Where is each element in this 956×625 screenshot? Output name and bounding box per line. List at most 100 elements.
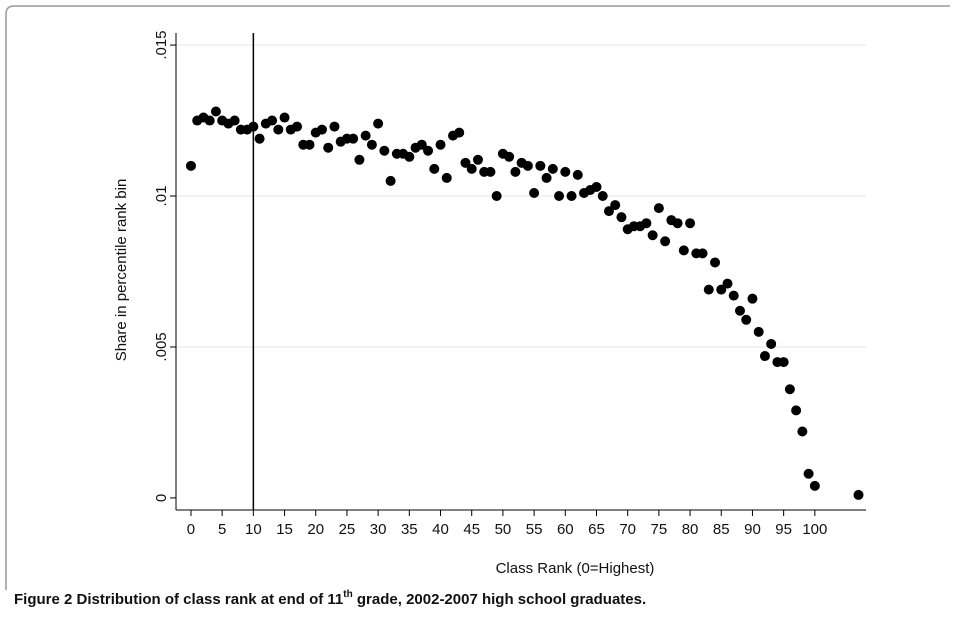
point <box>416 139 427 150</box>
point <box>329 121 340 132</box>
point <box>734 305 745 316</box>
point <box>472 154 483 165</box>
caption-text: Distribution of class rank at end of 11 <box>77 591 344 608</box>
point <box>510 166 521 177</box>
point <box>809 480 820 491</box>
x-tick-label: 55 <box>526 521 543 538</box>
point <box>728 290 739 301</box>
x-tick-label: 85 <box>713 521 730 538</box>
point <box>710 257 721 268</box>
point <box>547 163 558 174</box>
point <box>323 142 334 153</box>
point <box>641 218 652 229</box>
y-tick-label: 0 <box>153 494 170 502</box>
point <box>791 405 802 416</box>
y-tick-label: .015 <box>153 30 170 59</box>
point <box>491 191 502 202</box>
point <box>229 115 240 126</box>
point <box>379 145 390 156</box>
x-tick-label: 35 <box>401 521 418 538</box>
point <box>647 230 658 241</box>
x-tick-label: 25 <box>339 521 356 538</box>
point <box>366 139 377 150</box>
x-tick-label: 50 <box>495 521 512 538</box>
point <box>741 314 752 325</box>
caption-superscript: th <box>343 589 352 600</box>
point <box>254 133 265 144</box>
x-tick-label: 95 <box>775 521 792 538</box>
point <box>210 106 221 117</box>
frame <box>5 5 950 590</box>
point <box>348 133 359 144</box>
point <box>304 139 315 150</box>
point <box>404 151 415 162</box>
point <box>354 154 365 165</box>
point <box>672 218 683 229</box>
point <box>485 166 496 177</box>
point <box>292 121 303 132</box>
point <box>784 384 795 395</box>
point <box>747 293 758 304</box>
point <box>267 115 278 126</box>
point <box>529 188 540 199</box>
point <box>597 191 608 202</box>
point <box>273 124 284 135</box>
point <box>441 172 452 183</box>
point <box>279 112 290 123</box>
x-tick-label: 20 <box>307 521 324 538</box>
y-axis-label: Share in percentile rank bin <box>113 179 130 362</box>
y-tick-label: .005 <box>153 332 170 361</box>
x-tick-label: 30 <box>370 521 387 538</box>
point <box>678 245 689 256</box>
point <box>460 157 471 168</box>
point <box>572 169 583 180</box>
point <box>504 151 515 162</box>
point <box>616 212 627 223</box>
point <box>766 338 777 349</box>
point <box>360 130 371 141</box>
x-tick-label: 65 <box>588 521 605 538</box>
point <box>541 172 552 183</box>
point <box>248 121 259 132</box>
point <box>703 284 714 295</box>
x-tick-label: 100 <box>802 521 827 538</box>
point <box>722 278 733 289</box>
point <box>610 200 621 211</box>
x-tick-label: 80 <box>682 521 699 538</box>
point <box>429 163 440 174</box>
point <box>204 115 215 126</box>
point <box>853 489 864 500</box>
point <box>716 284 727 295</box>
x-tick-label: 10 <box>245 521 262 538</box>
point <box>423 145 434 156</box>
caption-text-after: grade, 2002-2007 high school graduates. <box>353 591 646 608</box>
point <box>385 175 396 186</box>
point <box>759 351 770 362</box>
point <box>435 139 446 150</box>
point <box>316 124 327 135</box>
point <box>653 203 664 214</box>
point <box>373 118 384 129</box>
point <box>566 191 577 202</box>
x-tick-label: 40 <box>432 521 449 538</box>
point <box>753 326 764 337</box>
point <box>685 218 696 229</box>
x-tick-label: 15 <box>276 521 293 538</box>
point <box>591 181 602 192</box>
point <box>778 357 789 368</box>
point <box>535 160 546 171</box>
x-tick-label: 60 <box>557 521 574 538</box>
point <box>803 468 814 479</box>
caption-label: Figure 2 <box>14 591 72 608</box>
x-tick-label: 70 <box>619 521 636 538</box>
x-tick-label: 75 <box>651 521 668 538</box>
point <box>660 236 671 247</box>
point <box>454 127 465 138</box>
point <box>522 160 533 171</box>
point <box>697 248 708 259</box>
x-tick-label: 90 <box>744 521 761 538</box>
point <box>554 191 565 202</box>
point <box>185 160 196 171</box>
point <box>560 166 571 177</box>
